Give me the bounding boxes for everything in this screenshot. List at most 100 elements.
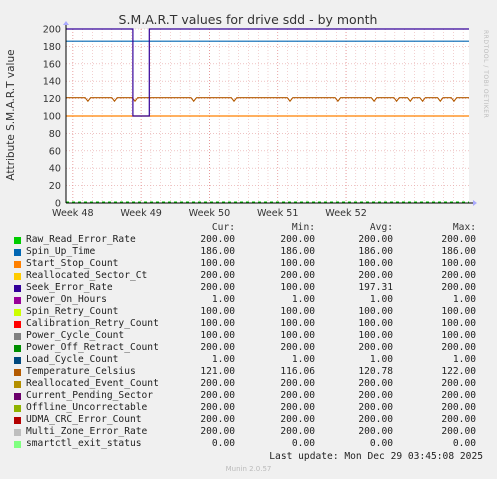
legend-swatch: [14, 417, 21, 424]
legend-value-cur: 1.00: [211, 354, 235, 365]
legend-value-avg: 200.00: [358, 426, 393, 437]
x-tick-label: Week 48: [52, 208, 94, 219]
y-tick-label: 160: [43, 59, 61, 70]
legend-value-cur: 100.00: [200, 318, 235, 329]
legend-value-max: 200.00: [441, 378, 476, 389]
y-tick-label: 120: [43, 94, 61, 105]
y-tick-label: 180: [43, 42, 61, 53]
legend-row: Current_Pending_Sector 200.00 200.00 200.00…: [0, 390, 497, 402]
legend-value-cur: 0.00: [211, 438, 235, 449]
legend-value-min: 186.00: [280, 246, 315, 257]
legend-value-avg: 186.00: [358, 246, 393, 257]
legend-swatch: [14, 249, 21, 256]
legend-row: Power_Off_Retract_Count 200.00 200.00 200.0…: [0, 342, 497, 354]
legend-value-cur: 100.00: [200, 306, 235, 317]
legend-row: Reallocated_Event_Count 200.00 200.00 200.0…: [0, 378, 497, 390]
legend-swatch: [14, 237, 21, 244]
legend-value-max: 200.00: [441, 270, 476, 281]
chart-title: S.M.A.R.T values for drive sdd - by mont…: [119, 12, 378, 27]
legend-value-min: 200.00: [280, 414, 315, 425]
legend-value-avg: 200.00: [358, 414, 393, 425]
legend-value-max: 100.00: [441, 330, 476, 341]
legend-value-max: 122.00: [441, 366, 476, 377]
legend-value-cur: 200.00: [200, 390, 235, 401]
legend-series-name: Power_Cycle_Count: [26, 330, 125, 341]
legend-swatch: [14, 297, 21, 304]
legend-value-cur: 200.00: [200, 402, 235, 413]
legend-value-max: 200.00: [441, 426, 476, 437]
legend-value-max: 200.00: [441, 390, 476, 401]
legend-value-cur: 186.00: [200, 246, 235, 257]
legend-row: Calibration_Retry_Count 100.00 100.00 100.0…: [0, 318, 497, 330]
legend-swatch: [14, 261, 21, 268]
legend-value-max: 200.00: [441, 234, 476, 245]
legend-value-max: 200.00: [441, 342, 476, 353]
y-tick-label: 100: [43, 112, 61, 123]
series-line-seek-error: [66, 28, 469, 117]
legend-series-name: Multi_Zone_Error_Rate: [26, 426, 148, 437]
legend-value-max: 100.00: [441, 318, 476, 329]
legend-value-cur: 200.00: [200, 234, 235, 245]
legend-swatch: [14, 309, 21, 316]
legend-swatch: [14, 429, 21, 436]
legend-series-name: Power_Off_Retract_Count: [26, 342, 159, 353]
legend-swatch: [14, 369, 21, 376]
legend-value-avg: 200.00: [358, 234, 393, 245]
legend-series-name: UDMA_CRC_Error_Count: [26, 414, 142, 425]
legend-row: Spin_Retry_Count 100.00 100.00 100.00 100.00: [0, 306, 497, 318]
legend-row: Multi_Zone_Error_Rate 200.00 200.00 200.00 2…: [0, 426, 497, 438]
legend-value-avg: 1.00: [369, 294, 393, 305]
legend-swatch: [14, 393, 21, 400]
legend-value-min: 100.00: [280, 330, 315, 341]
legend-value-min: 200.00: [280, 402, 315, 413]
legend-value-avg: 100.00: [358, 258, 393, 269]
rrdtool-credit: RRDTOOL / TOBI OETIKER: [482, 30, 489, 119]
legend-value-max: 200.00: [441, 402, 476, 413]
legend-value-min: 200.00: [280, 378, 315, 389]
legend-swatch: [14, 381, 21, 388]
y-tick-label: 40: [49, 164, 61, 175]
legend-swatch: [14, 333, 21, 340]
legend-row: Raw_Read_Error_Rate 200.00 200.00 200.00 200…: [0, 234, 497, 246]
legend-value-max: 200.00: [441, 282, 476, 293]
legend-value-min: 100.00: [280, 282, 315, 293]
legend-row: smartctl_exit_status 0.00 0.00 0.00 0.00: [0, 438, 497, 450]
legend-value-min: 200.00: [280, 342, 315, 353]
legend-series-name: Spin_Retry_Count: [26, 306, 119, 317]
legend-value-min: 1.00: [291, 354, 315, 365]
y-tick-label: 0: [55, 199, 61, 210]
legend-swatch: [14, 357, 21, 364]
legend-value-min: 100.00: [280, 258, 315, 269]
legend-value-cur: 200.00: [200, 282, 235, 293]
last-update: Last update: Mon Dec 29 03:45:08 2025: [269, 451, 483, 462]
legend-value-cur: 200.00: [200, 426, 235, 437]
legend-row: Reallocated_Sector_Ct 200.00 200.00 200.00 2…: [0, 270, 497, 282]
legend-value-cur: 121.00: [200, 366, 235, 377]
legend-header-avg: Avg:: [369, 222, 393, 233]
legend-row: Start_Stop_Count 100.00 100.00 100.00 100.00: [0, 258, 497, 270]
legend-value-avg: 0.00: [369, 438, 393, 449]
legend-value-min: 100.00: [280, 318, 315, 329]
legend-swatch: [14, 405, 21, 412]
legend-value-cur: 200.00: [200, 342, 235, 353]
y-tick-label: 80: [49, 129, 61, 140]
legend-series-name: Power_On_Hours: [26, 294, 107, 305]
legend-swatch: [14, 345, 21, 352]
legend-value-max: 1.00: [452, 354, 476, 365]
legend-row: Offline_Uncorrectable 200.00 200.00 200.00 2…: [0, 402, 497, 414]
y-axis-arrow: [63, 21, 69, 25]
y-tick-label: 60: [49, 146, 61, 157]
legend-series-name: Start_Stop_Count: [26, 258, 119, 269]
legend-value-cur: 1.00: [211, 294, 235, 305]
legend-series-name: Spin_Up_Time: [26, 246, 96, 257]
legend-value-max: 100.00: [441, 258, 476, 269]
x-tick-label: Week 49: [120, 208, 162, 219]
legend-value-avg: 120.78: [358, 366, 393, 377]
x-tick-label: Week 51: [257, 208, 299, 219]
legend-value-avg: 200.00: [358, 378, 393, 389]
legend-header-max: Max:: [452, 222, 476, 233]
legend-row: Power_Cycle_Count 100.00 100.00 100.00 100.0…: [0, 330, 497, 342]
legend-header-cur: Cur:: [211, 222, 235, 233]
legend-value-cur: 100.00: [200, 330, 235, 341]
legend-value-cur: 100.00: [200, 258, 235, 269]
